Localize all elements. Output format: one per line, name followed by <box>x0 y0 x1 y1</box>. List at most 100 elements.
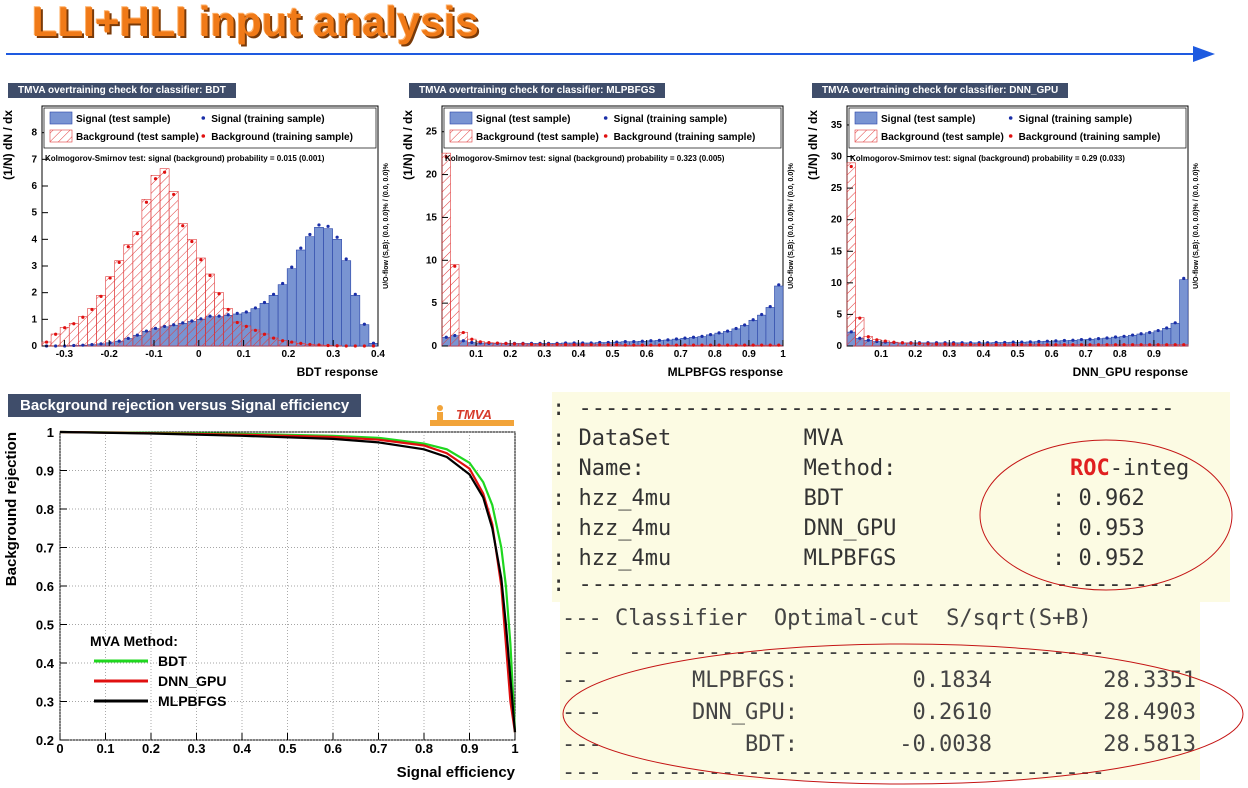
legend-background-training: Background (training sample) <box>614 132 756 143</box>
roc-panel-label: Background rejection versus Signal effic… <box>8 394 362 417</box>
ks-test-label: Kolmogorov-Smirnov test: signal (backgro… <box>445 154 725 163</box>
background-training-point <box>538 342 542 346</box>
signal-training-point <box>1173 321 1177 325</box>
signal-training-point <box>81 343 85 347</box>
background-training-point <box>521 342 525 346</box>
background-training-point <box>1105 343 1109 347</box>
overflow-label: U/O-flow (S,B): (0.0, 0.0)% / (0.0, 0.0)… <box>1193 162 1200 288</box>
background-test-bar <box>450 264 460 347</box>
signal-training-point <box>271 292 276 296</box>
signal-training-point <box>344 257 348 261</box>
background-training-point <box>81 315 85 319</box>
tmva-logo-text: TMVA <box>456 407 492 422</box>
background-training-point <box>371 344 376 348</box>
optimal-cut-log: --- Classifier Optimal-cut S/sqrt(S+B) --… <box>560 600 1200 785</box>
log-line: : hzz_4mu MLPBFGS <box>552 546 897 571</box>
background-training-point <box>1113 343 1118 347</box>
y-tick-label: 15 <box>831 246 843 257</box>
y-tick-label: 0.4 <box>36 656 55 671</box>
legend-label-mlp-roc-curve: MLPBFGS <box>158 693 226 709</box>
signal-training-point <box>470 340 474 345</box>
signal-training-point <box>849 330 853 334</box>
background-training-point <box>777 343 781 347</box>
x-tick-label: 0.9 <box>742 349 756 360</box>
background-training-swatch <box>201 134 206 138</box>
signal-test-bar <box>277 284 288 347</box>
row-prefix: --- <box>562 700 602 725</box>
signal-training-point <box>117 339 121 343</box>
mlp-roc-curve <box>59 430 517 733</box>
signal-test-bar <box>295 249 306 347</box>
background-training-point <box>657 343 661 347</box>
signal-training-point <box>760 312 764 317</box>
signal-test-bar <box>748 319 758 347</box>
x-tick-label: 0.1 <box>96 741 114 756</box>
signal-training-point <box>162 324 167 329</box>
signal-training-point <box>144 329 149 333</box>
background-test-bar <box>205 273 215 347</box>
x-tick-label: 0.6 <box>640 349 654 360</box>
signal-test-bar <box>765 307 775 347</box>
background-training-point <box>529 342 534 346</box>
signal-training-point <box>1156 328 1160 333</box>
signal-training-point <box>1003 340 1007 345</box>
background-training-point <box>866 335 870 339</box>
background-training-point <box>190 239 194 244</box>
background-training-point <box>1165 343 1169 347</box>
y-tick-label: 0 <box>431 341 437 352</box>
background-training-point <box>317 343 321 347</box>
background-test-swatch <box>854 129 878 143</box>
y-axis-label: (1/N) dN / dx <box>401 110 415 180</box>
legend: Signal (test sample) Background (test sam… <box>443 107 782 149</box>
legend-title: MVA Method: <box>90 633 178 649</box>
background-training-point <box>262 332 267 336</box>
signal-training-point <box>362 322 366 326</box>
roc-integral-value: : 0.953 <box>1052 516 1145 541</box>
background-training-point <box>640 343 644 347</box>
x-tick-label: 0.2 <box>503 349 517 360</box>
background-training-point <box>615 343 619 347</box>
row-prefix: --- <box>562 732 602 757</box>
signal-training-point <box>674 337 679 341</box>
background-training-point <box>117 260 121 264</box>
roc-chart: 0 0.1 0.2 0.3 0.4 0.5 0.6 0.7 0.8 0.9 1 0.2 0.3 0.4 0.… <box>3 425 519 781</box>
y-tick-label: 4 <box>31 234 37 245</box>
signal-test-bar <box>305 236 315 347</box>
signal-test-bar <box>341 260 352 347</box>
signal-training-point <box>235 311 239 315</box>
y-tick-label: 2 <box>31 288 37 299</box>
signal-training-point <box>1045 339 1049 343</box>
roc-integ-header: ROC-integ <box>1070 456 1189 481</box>
background-training-point <box>108 276 112 280</box>
background-training-point <box>700 343 704 347</box>
x-tick-label: 0.4 <box>371 349 385 360</box>
background-training-point <box>1045 343 1049 347</box>
signal-training-point <box>226 313 230 317</box>
x-tick-label: 0.9 <box>460 741 478 756</box>
legend: Signal (test sample) Background (test sam… <box>43 107 377 149</box>
background-training-point <box>208 273 212 278</box>
x-tick-label: 0.4 <box>976 349 990 360</box>
signal-training-point <box>1122 334 1126 338</box>
signal-test-bar <box>731 328 741 347</box>
background-training-point <box>960 342 964 347</box>
signal-test-bar <box>757 314 767 347</box>
legend-signal-test: Signal (test sample) <box>881 114 975 125</box>
background-training-point <box>461 330 465 335</box>
x-tick-label: 0.2 <box>281 349 295 360</box>
overflow-label: U/O-flow (S,B): (0.0, 0.0)% / (0.0, 0.0)… <box>383 162 390 288</box>
background-training-point <box>691 343 696 347</box>
legend-background-training: Background (training sample) <box>211 132 353 143</box>
background-training-point <box>734 343 738 347</box>
legend-box <box>848 107 1187 149</box>
background-training-point <box>883 339 887 343</box>
legend-signal-training: Signal (training sample) <box>1019 114 1132 125</box>
background-training-point <box>564 343 568 347</box>
signal-training-point <box>1182 276 1186 280</box>
signal-test-bar <box>740 325 750 347</box>
log-line: : --------------------------------------… <box>552 572 1175 597</box>
legend: Signal (test sample) Background (test sam… <box>848 107 1187 149</box>
y-tick-label: 0 <box>31 341 37 352</box>
background-training-point <box>1173 343 1177 347</box>
title-underline-arrow <box>6 46 1215 62</box>
